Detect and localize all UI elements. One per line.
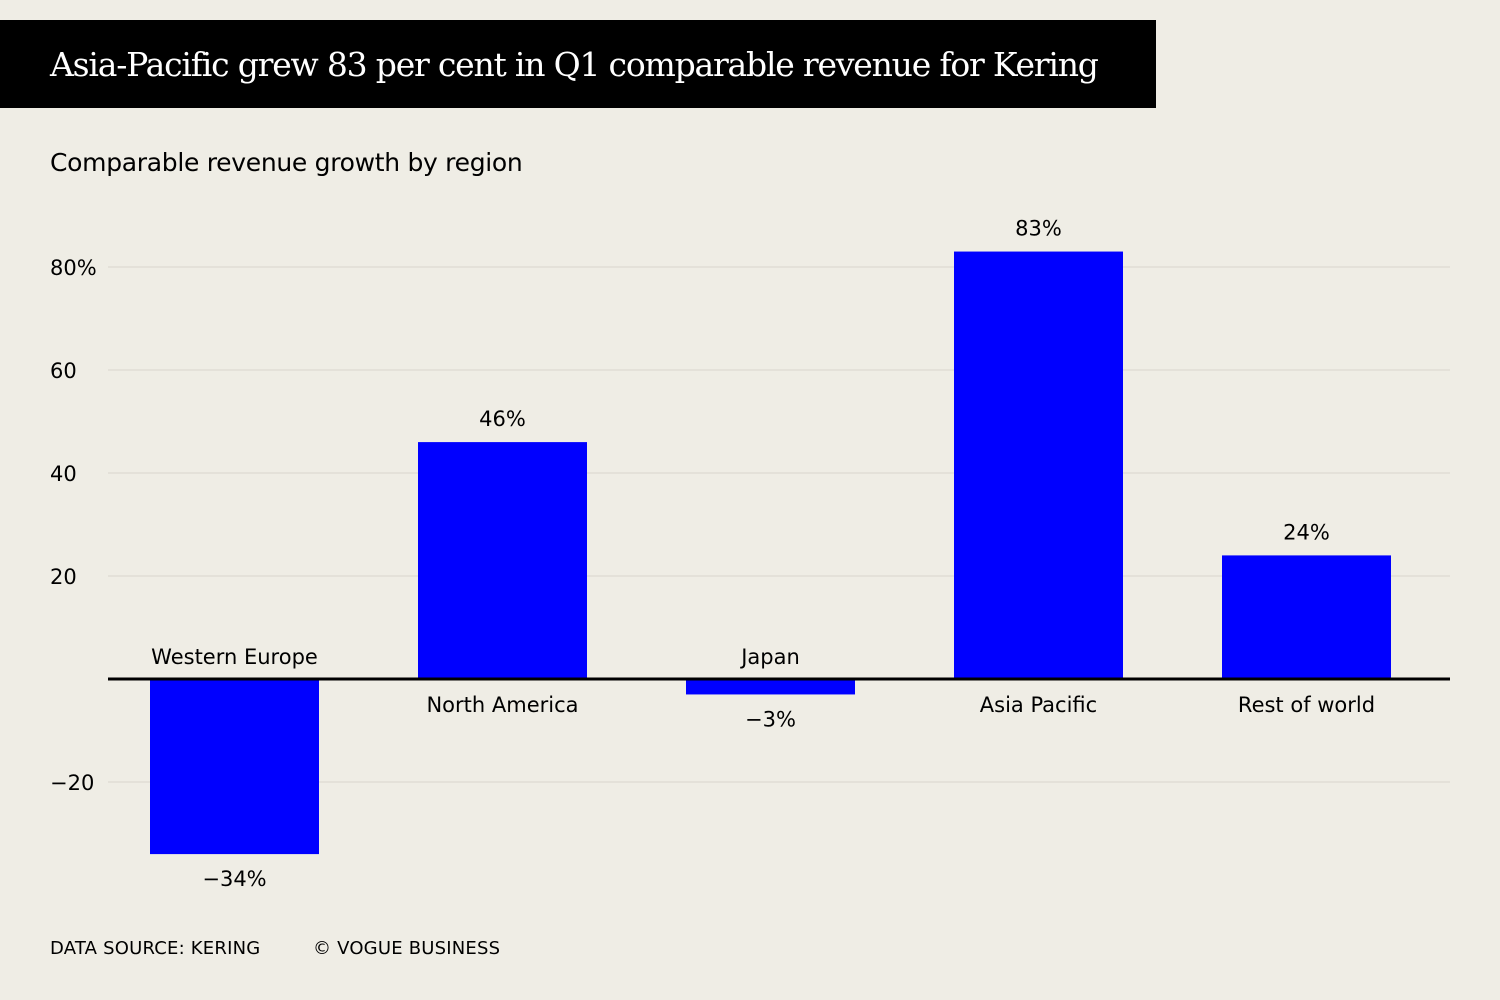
data-source: DATA SOURCE: KERING (50, 938, 261, 959)
category-label: Japan (739, 645, 800, 669)
y-tick-label: 20 (50, 565, 77, 589)
bar (1222, 555, 1391, 679)
copyright-credit: © VOGUE BUSINESS (313, 938, 501, 959)
y-tick-label: 80% (50, 256, 97, 280)
data-label: 46% (479, 407, 526, 431)
category-label: Western Europe (151, 645, 318, 669)
data-label: 83% (1015, 217, 1062, 241)
data-label: −3% (745, 707, 796, 731)
category-label: Asia Pacific (980, 693, 1097, 717)
y-tick-label: −20 (50, 771, 94, 795)
chart-title: Asia-Pacific grew 83 per cent in Q1 comp… (50, 44, 1099, 84)
category-label: North America (426, 693, 578, 717)
y-tick-label: 40 (50, 462, 77, 486)
category-label: Rest of world (1238, 693, 1375, 717)
title-bar: Asia-Pacific grew 83 per cent in Q1 comp… (0, 20, 1156, 108)
bar (418, 442, 587, 679)
bar (954, 251, 1123, 680)
chart-subtitle: Comparable revenue growth by region (50, 148, 523, 177)
bar (150, 679, 319, 855)
data-label: 24% (1283, 520, 1330, 544)
y-tick-label: 60 (50, 359, 77, 383)
bar (686, 679, 855, 695)
data-label: −34% (202, 867, 266, 891)
